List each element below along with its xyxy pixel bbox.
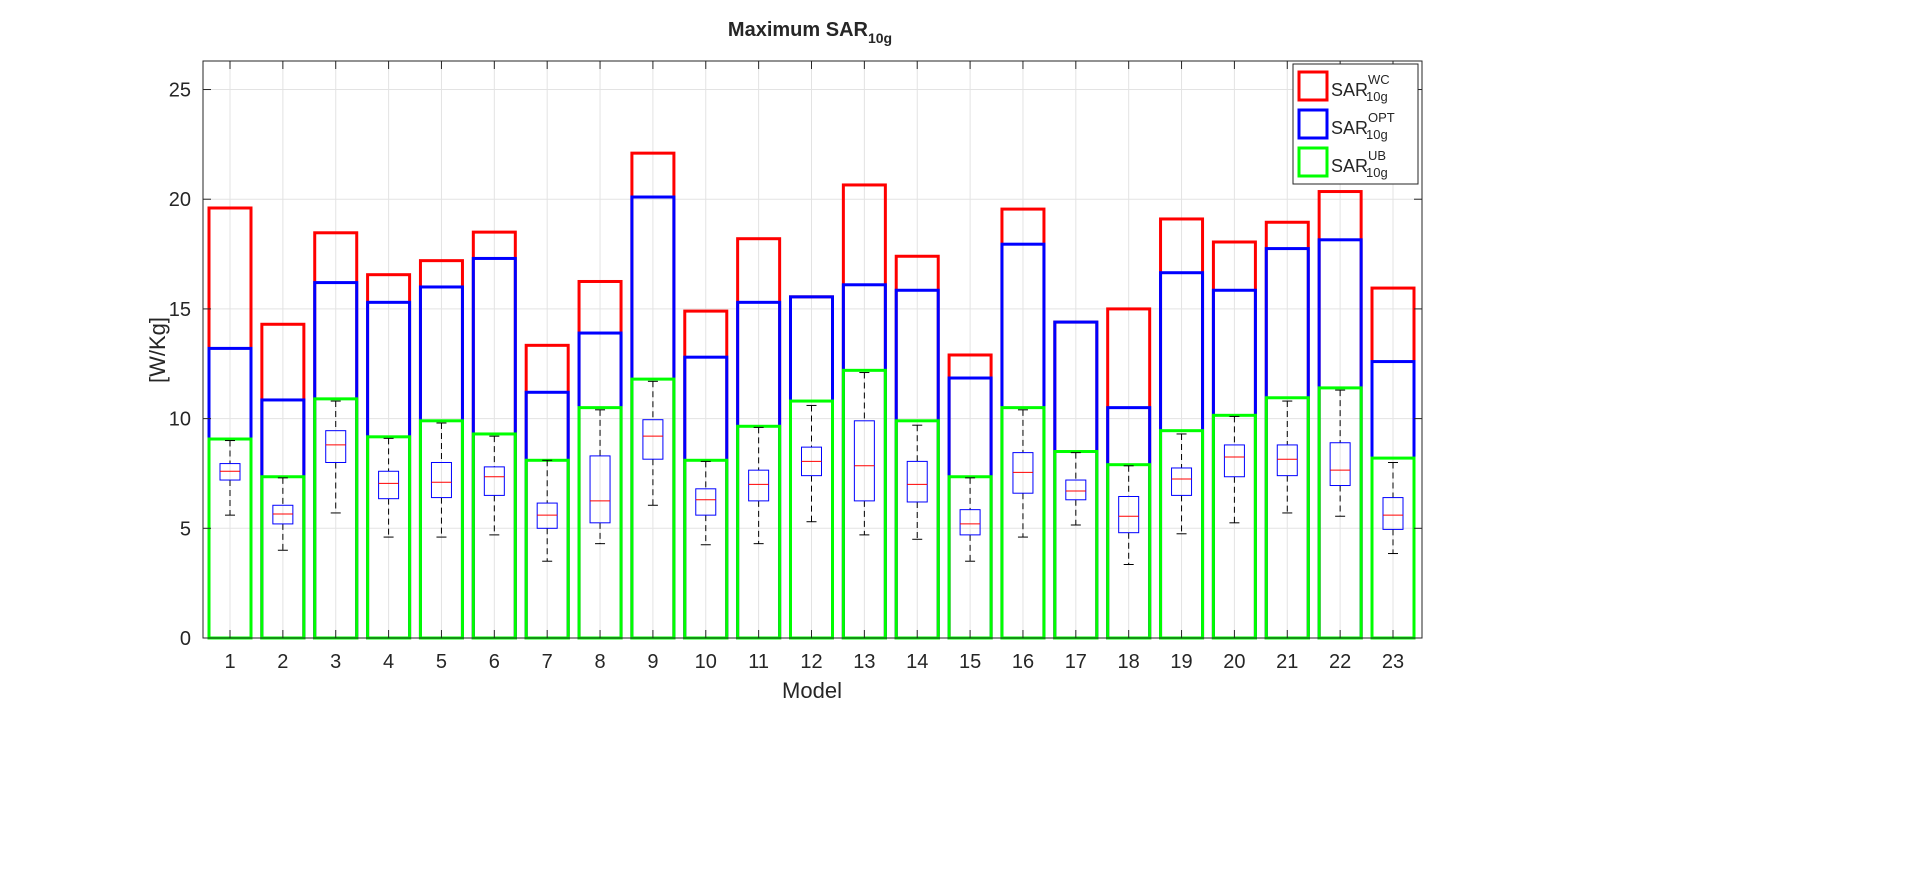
iqr-box [325,430,347,463]
y-tick-label: 10 [169,409,191,431]
x-tick-label: 1 [224,651,235,673]
legend-label-wc: SARWC 10g [1331,72,1390,104]
x-tick-label: 2 [277,651,288,673]
x-tick-label: 17 [1065,651,1087,673]
iqr-box [378,470,400,500]
x-axis-label: Model [782,678,842,703]
x-tick-label: 15 [959,651,981,673]
chart-title: Maximum SAR10g [728,19,892,46]
x-tick-label: 5 [436,651,447,673]
boxplots [219,372,1404,566]
y-tick-label: 15 [169,299,191,321]
x-tick-label: 23 [1382,651,1404,673]
iqr-box [1329,442,1351,487]
iqr-box [1171,467,1193,496]
iqr-box [748,469,770,502]
iqr-box [695,488,717,516]
y-tick-label: 0 [180,628,191,650]
x-tick-label: 14 [906,651,928,673]
iqr-box [1382,497,1404,530]
iqr-box [272,504,294,525]
y-axis-label: [W/Kg] [145,317,170,383]
iqr-box [642,419,664,460]
legend-swatch-ub [1297,146,1329,178]
iqr-box [219,463,241,481]
legend-swatch-opt [1297,108,1329,140]
iqr-box [1118,495,1140,534]
legend-label-ub: SARUB 10g [1331,148,1388,180]
plot-frame [202,60,1423,639]
iqr-box [1012,452,1034,494]
x-tick-label: 6 [489,651,500,673]
iqr-box [1223,444,1245,478]
x-tick-label: 12 [800,651,822,673]
iqr-box [536,502,558,529]
x-tick-label: 7 [542,651,553,673]
iqr-box [906,460,928,503]
x-tick-label: 4 [383,651,394,673]
y-tick-label: 25 [169,80,191,102]
grid [203,61,1422,639]
x-tick-label: 8 [594,651,605,673]
iqr-box [853,420,875,502]
x-tick-label: 3 [330,651,341,673]
x-tick-label: 9 [647,651,658,673]
iqr-box [430,461,452,499]
y-tick-label: 5 [180,518,191,540]
iqr-box [1065,479,1087,501]
iqr-box [1276,444,1298,477]
x-tick-label: 20 [1223,651,1245,673]
legend: SARWC 10g SAROPT 10g SARUB 10g [1292,63,1419,185]
x-tick-label: 13 [853,651,875,673]
x-tick-label: 10 [695,651,717,673]
x-tick-label: 16 [1012,651,1034,673]
iqr-box [589,455,611,524]
x-tick-label: 21 [1276,651,1298,673]
x-tick-label: 11 [748,651,769,673]
iqr-box [959,509,981,536]
x-tick-label: 18 [1118,651,1140,673]
iqr-box [483,466,505,496]
y-tick-label: 20 [169,189,191,211]
legend-swatch-wc [1297,70,1329,102]
x-tick-label: 22 [1329,651,1351,673]
legend-label-opt: SAROPT 10g [1331,110,1395,142]
x-tick-label: 19 [1170,651,1192,673]
legend-box [1292,63,1419,185]
